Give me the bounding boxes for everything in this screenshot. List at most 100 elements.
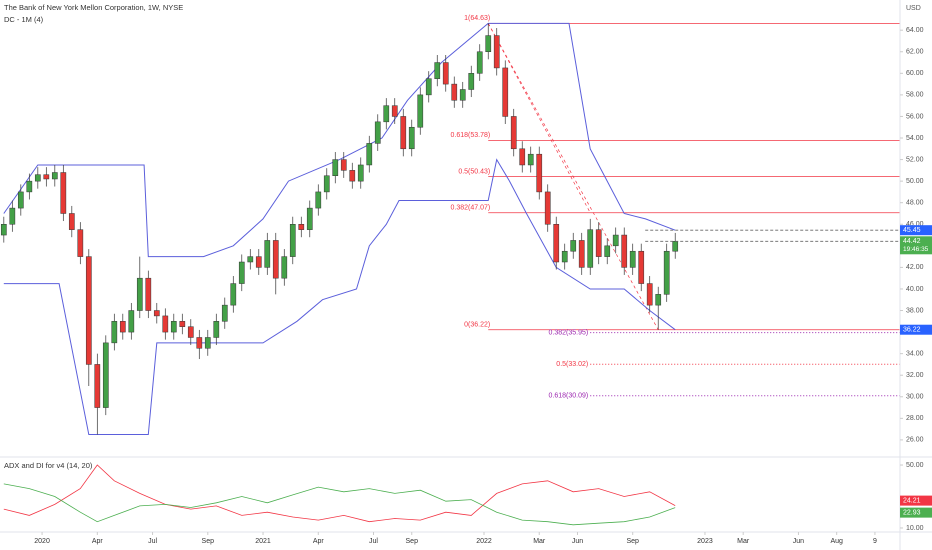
candle-body xyxy=(153,310,160,317)
y-tick-label: 56.00 xyxy=(906,113,924,120)
unit-label: USD xyxy=(906,5,921,12)
chart-title: The Bank of New York Mellon Corporation,… xyxy=(4,3,183,12)
x-tick-label: Apr xyxy=(92,538,104,545)
y-tick-label: 42.00 xyxy=(906,264,924,271)
y-tick-label: 50.00 xyxy=(906,178,924,185)
y-tick-label: 32.00 xyxy=(906,372,924,379)
y-tick-label: 28.00 xyxy=(906,415,924,422)
x-tick-label: Sep xyxy=(406,538,419,545)
candle-body xyxy=(298,224,305,230)
candle-body xyxy=(0,224,7,236)
candle-body xyxy=(578,240,585,268)
fib-label: 0.618(53.78) xyxy=(451,132,491,139)
y-tick-label: 34.00 xyxy=(906,350,924,357)
candle-body xyxy=(459,89,466,101)
fib-label: 1(64.63) xyxy=(464,15,490,22)
x-tick-label: Sep xyxy=(202,538,215,545)
x-tick-label: Sep xyxy=(626,538,639,545)
candle-body xyxy=(655,294,662,306)
candle-body xyxy=(408,126,415,150)
y-tick-label: 46.00 xyxy=(906,221,924,228)
candle-body xyxy=(17,191,24,209)
projection-label: 0.618(30.09) xyxy=(549,393,589,400)
candle-body xyxy=(26,180,33,193)
projection-label: 0.382(35.95) xyxy=(549,329,589,336)
indicator-label: DC - 1M (4) xyxy=(4,15,44,24)
value-badge xyxy=(900,495,932,506)
y-tick-label: 10.00 xyxy=(906,525,924,532)
candle-body xyxy=(434,62,441,79)
candle-body xyxy=(221,304,228,322)
candle-body xyxy=(485,35,492,53)
candle-body xyxy=(595,229,602,257)
y-tick-label: 48.00 xyxy=(906,200,924,207)
price-badge xyxy=(900,324,932,335)
candle-body xyxy=(349,170,356,182)
candle-body xyxy=(264,240,271,268)
candle-body xyxy=(306,207,313,230)
candle-body xyxy=(34,174,41,182)
candle-body xyxy=(77,229,84,257)
candle-body xyxy=(527,153,534,166)
candle-body xyxy=(85,256,92,365)
y-tick-label: 50.00 xyxy=(906,462,924,469)
x-tick-label: 2022 xyxy=(476,538,492,545)
candle-body xyxy=(502,67,509,117)
price-badge xyxy=(900,236,932,255)
candle-body xyxy=(9,207,16,225)
candle-body xyxy=(383,105,390,123)
price-badge-label: 44.42 xyxy=(903,238,921,245)
indicator-line xyxy=(3,464,676,523)
candle-body xyxy=(128,310,135,333)
price-badge xyxy=(900,225,932,236)
candle-body xyxy=(187,326,194,338)
candle-body xyxy=(332,159,339,176)
candle-body xyxy=(493,35,500,69)
candle-body xyxy=(51,172,58,180)
candle-body xyxy=(510,116,517,150)
y-tick-label: 30.00 xyxy=(906,394,924,401)
candle-body xyxy=(289,224,296,257)
candle-body xyxy=(587,229,594,268)
y-tick-label: 38.00 xyxy=(906,307,924,314)
projection-label: 0.5(33.02) xyxy=(556,361,588,368)
price-pane: 1(64.63) 0.618(53.78) 0.5(50.43) 0.382(47.0… xyxy=(0,15,900,435)
value-badge-label: 22.93 xyxy=(903,509,921,516)
y-tick-label: 60.00 xyxy=(906,70,924,77)
price-badge-label: 36.22 xyxy=(903,327,921,334)
x-tick-label: Jul xyxy=(369,538,378,545)
candle-body xyxy=(102,342,109,408)
candle-body xyxy=(213,321,220,338)
candle-body xyxy=(170,321,177,333)
candle-body xyxy=(60,172,67,214)
y-tick-label: 64.00 xyxy=(906,27,924,34)
price-badge-label: 45.45 xyxy=(903,227,921,234)
x-tick-label: Aug xyxy=(830,538,843,545)
candle-body xyxy=(374,121,381,144)
candle-body xyxy=(94,364,101,408)
candle-body xyxy=(629,250,636,268)
y-tick-label: 54.00 xyxy=(906,135,924,142)
y-tick-label: 62.00 xyxy=(906,49,924,56)
candle-body xyxy=(663,250,670,295)
candle-body xyxy=(281,256,288,279)
candle-body xyxy=(162,315,169,333)
x-tick-label: 2021 xyxy=(255,538,271,545)
candle-body xyxy=(442,62,449,85)
x-tick-label: Jun xyxy=(793,538,804,545)
candle-body xyxy=(391,105,398,117)
fib-label: 0(36.22) xyxy=(464,322,490,329)
y-tick-label: 26.00 xyxy=(906,437,924,444)
fib-label: 0.5(50.43) xyxy=(458,168,490,175)
x-tick-label: Jul xyxy=(148,538,157,545)
candle-body xyxy=(68,213,75,230)
candle-body xyxy=(43,174,50,180)
y-tick-label: 52.00 xyxy=(906,156,924,163)
candle-body xyxy=(230,283,237,306)
candle-body xyxy=(553,224,560,263)
candle-body xyxy=(672,241,679,252)
candle-body xyxy=(238,261,245,284)
x-tick-label: 2020 xyxy=(34,538,50,545)
candle-body xyxy=(425,78,432,96)
